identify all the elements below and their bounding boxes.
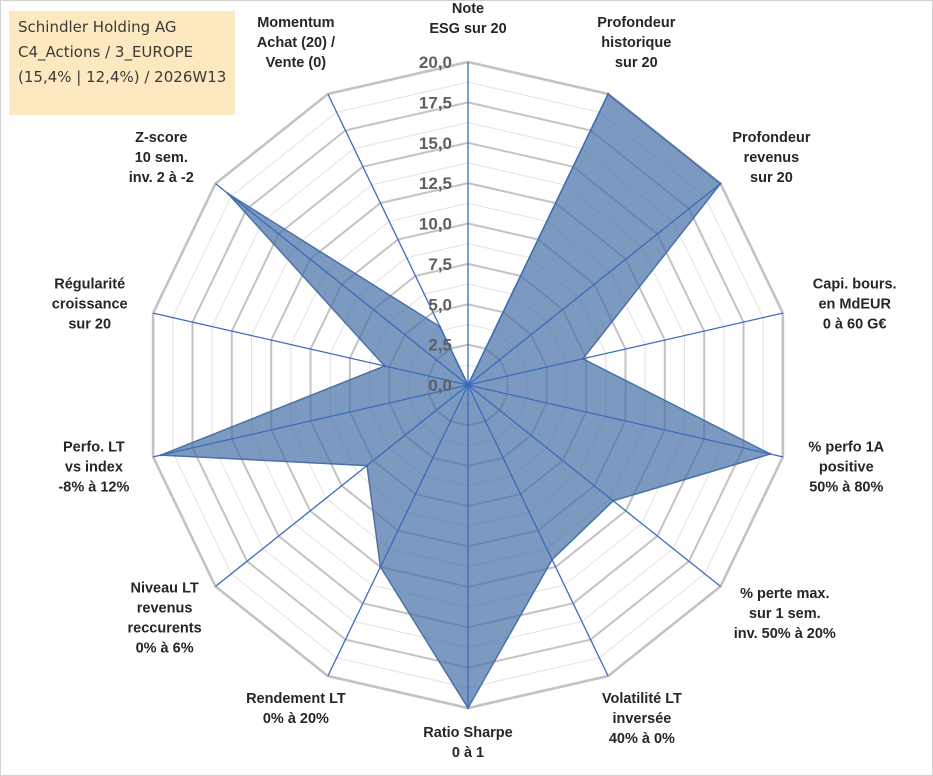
title-category: C4_Actions / 3_EUROPE [18,43,194,61]
category-label-line: inversée [612,711,671,727]
category-label-line: Perfo. LT [63,439,125,455]
axis-line [467,312,784,386]
category-label: Profondeur historique sur 20 [597,15,675,71]
tick-label: 2,5 [428,336,452,355]
category-label-line: inv. 2 à -2 [129,170,194,186]
title-stats: (15,4% | 12,4%) / 2026W13 [18,68,227,86]
axis-line [467,183,721,386]
category-label-line: Ratio Sharpe [423,725,512,741]
category-label-line: Rendement LT [246,691,346,707]
category-label-line: vs index [65,459,123,475]
title-box: Schindler Holding AG C4_Actions / 3_EURO… [9,11,235,115]
category-label-line: ESG sur 20 [429,21,506,37]
category-label-line: Profondeur [597,15,675,31]
category-label: % perfo 1A positive 50% à 80% [808,439,884,495]
category-label-line: reccurents [128,621,202,637]
axis-line [467,384,721,587]
tick-labels: 0,0 2,5 5,0 7,5 10,0 12,5 15,0 17,5 20,0 [419,53,452,395]
category-label: Z-score 10 sem. inv. 2 à -2 [129,130,194,186]
tick-label: 7,5 [428,255,452,274]
category-label-line: revenus [137,601,193,617]
category-label-line: en MdEUR [818,297,891,313]
category-label: Volatilité LT inversée 40% à 0% [602,691,682,747]
axis-line [467,384,609,677]
category-label-line: 0 à 1 [452,745,484,761]
category-label-line: 0 à 60 G€ [823,317,887,333]
tick-label: 0,0 [428,376,452,395]
axis-line [215,183,469,386]
category-label: Niveau LT revenus reccurents 0% à 6% [128,581,202,657]
category-label-line: 50% à 80% [809,479,883,495]
category-label-line: Profondeur [732,130,810,146]
category-label-line: Momentum [257,15,334,31]
category-label-line: Niveau LT [130,581,198,597]
axis-line [467,384,784,458]
axis-line [327,384,469,677]
category-label-line: sur 1 sem. [749,606,821,622]
category-label: % perte max. sur 1 sem. inv. 50% à 20% [734,586,836,642]
tick-label: 5,0 [428,295,452,314]
category-label-line: % perte max. [740,586,829,602]
axis-line [152,312,469,386]
category-label: Ratio Sharpe 0 à 1 [423,725,512,761]
category-label: Momentum Achat (20) / Vente (0) [257,15,335,71]
tick-label: 10,0 [419,215,452,234]
axis-line [467,93,609,386]
axis-lines [152,62,784,708]
category-label-line: sur 20 [68,317,111,333]
axis-line [327,93,469,386]
category-label-line: Volatilité LT [602,691,682,707]
category-label-line: Capi. bours. [813,277,897,293]
category-label: Rendement LT 0% à 20% [246,691,346,727]
tick-label: 12,5 [419,174,452,193]
category-label-line: % perfo 1A [808,439,884,455]
category-label-line: 0% à 6% [136,641,194,657]
category-label-line: croissance [52,297,128,313]
category-label-line: 0% à 20% [263,711,329,727]
category-label-line: sur 20 [615,55,658,71]
category-label: Profondeur revenus sur 20 [732,130,810,186]
category-label-line: Z-score [135,130,187,146]
category-label-line: revenus [744,150,800,166]
category-label-line: historique [601,35,671,51]
category-label: Capi. bours. en MdEUR 0 à 60 G€ [813,277,897,333]
category-labels: Note ESG sur 20 Profondeur historique sur 20… [52,1,897,761]
category-label: Perfo. LT vs index -8% à 12% [58,439,129,495]
category-label-line: 40% à 0% [609,731,675,747]
category-label-line: sur 20 [750,170,793,186]
axis-line [152,384,469,458]
category-label-line: Achat (20) / [257,35,335,51]
category-label-line: Vente (0) [266,55,327,71]
category-label-line: Note [452,1,484,17]
category-label: Régularité croissance sur 20 [52,277,128,333]
category-label: Note ESG sur 20 [429,1,506,37]
category-label-line: positive [819,459,874,475]
axis-line [215,384,469,587]
tick-label: 20,0 [419,53,452,72]
category-label-line: Régularité [54,277,125,293]
category-label-line: 10 sem. [135,150,188,166]
category-label-line: -8% à 12% [58,479,129,495]
category-label-line: inv. 50% à 20% [734,626,836,642]
title-company: Schindler Holding AG [18,18,177,36]
tick-label: 17,5 [419,93,452,112]
tick-label: 15,0 [419,134,452,153]
